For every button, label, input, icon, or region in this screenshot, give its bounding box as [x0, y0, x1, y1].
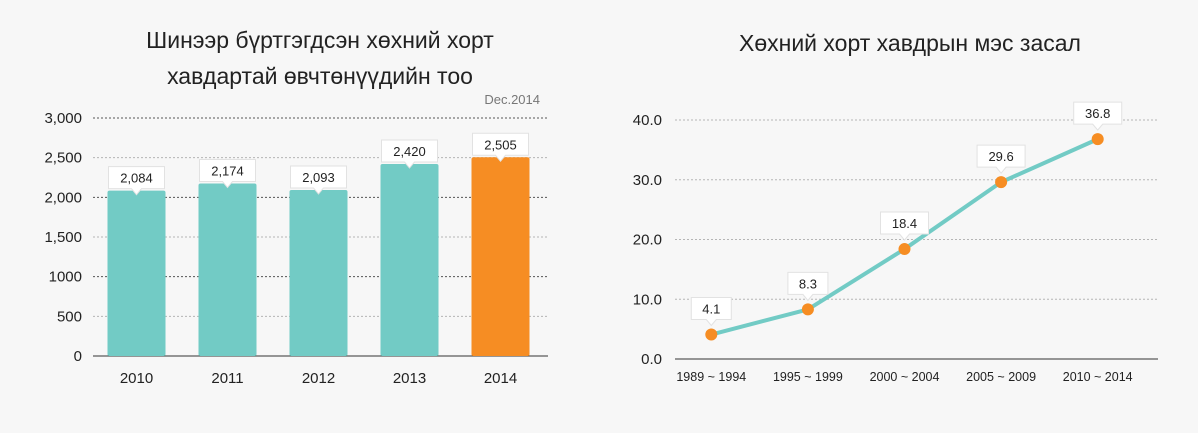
bar-chart-title-line-1: Шинээр бүртгэгдсэн хөхний хорт [146, 27, 494, 53]
line-x-tick-label: 1989 ~ 1994 [676, 370, 746, 384]
line-chart-title: Хөхний хорт хавдрын мэс засал [739, 30, 1081, 56]
bar-value-label: 2,084 [120, 171, 153, 186]
bar-value-label: 2,174 [211, 164, 244, 179]
line-y-tick-label: 0.0 [641, 351, 662, 368]
line-point [705, 328, 718, 341]
bar-value-label-box [199, 159, 256, 189]
bar-y-tick-label: 2,000 [44, 189, 82, 206]
bar [107, 190, 166, 356]
bar-x-tick-label: 2013 [393, 370, 426, 387]
bar-y-tick-label: 1000 [49, 269, 82, 286]
line-series [710, 137, 1099, 337]
line-point [801, 303, 814, 316]
bar-x-tick-label: 2012 [302, 370, 335, 387]
line-y-tick-label: 10.0 [633, 291, 662, 308]
line-value-label-box [880, 211, 929, 241]
line-value-label-box [690, 297, 732, 327]
line-value-label-box [976, 144, 1026, 174]
bar-x-tick-label: 2011 [211, 370, 243, 387]
line-x-tick-label: 1995 ~ 1999 [773, 370, 843, 384]
line-value-label: 8.3 [799, 276, 817, 291]
bar [198, 183, 257, 356]
bar-value-label-box [108, 166, 165, 196]
bar-y-tick-label: 2,500 [44, 150, 82, 167]
bar-value-label: 2,505 [484, 137, 517, 152]
bar-value-label: 2,093 [302, 170, 335, 185]
bar-value-label-box [290, 165, 347, 195]
line-y-tick-label: 40.0 [633, 112, 662, 129]
line-value-label: 4.1 [702, 302, 720, 317]
bar [289, 189, 348, 356]
line-value-label: 18.4 [892, 216, 917, 231]
line-x-tick-label: 2005 ~ 2009 [966, 370, 1036, 384]
bar-value-label-box [472, 132, 529, 163]
bar-x-tick-label: 2010 [120, 370, 153, 387]
line-value-label: 29.6 [988, 149, 1013, 164]
bar [471, 157, 530, 356]
bar-chart-title-line-2: хавдартай өвчтөнүүдийн тоо [167, 63, 473, 89]
line-value-label-box [787, 271, 829, 302]
bar-y-tick-label: 0 [74, 348, 82, 365]
line-x-tick-label: 2010 ~ 2014 [1063, 370, 1133, 384]
bar-y-tick-label: 500 [57, 308, 82, 325]
bar-y-tick-label: 3,000 [44, 110, 82, 127]
line-value-label-box [1073, 101, 1123, 131]
bar-chart: 0 500 1000 1,500 2,000 2,500 3,000 2,084 2010 2,1… [44, 110, 548, 387]
bar-chart-title: Шинээр бүртгэгдсэн хөхний хорт хавдартай… [100, 22, 540, 94]
bar-x-tick-label: 2014 [484, 370, 517, 387]
bar-y-tick-label: 1,500 [44, 229, 82, 246]
line-point [898, 243, 911, 256]
bar-value-label-box [381, 139, 438, 169]
bar-chart-note: Dec.2014 [484, 92, 540, 107]
line-x-tick-label: 2000 ~ 2004 [870, 370, 940, 384]
bar-value-label: 2,420 [393, 144, 426, 159]
line-y-tick-label: 30.0 [633, 172, 662, 189]
line-point [1091, 133, 1104, 146]
line-point [995, 176, 1008, 189]
line-value-label: 36.8 [1085, 106, 1110, 121]
line-y-tick-label: 20.0 [633, 232, 662, 249]
bar [380, 164, 439, 356]
